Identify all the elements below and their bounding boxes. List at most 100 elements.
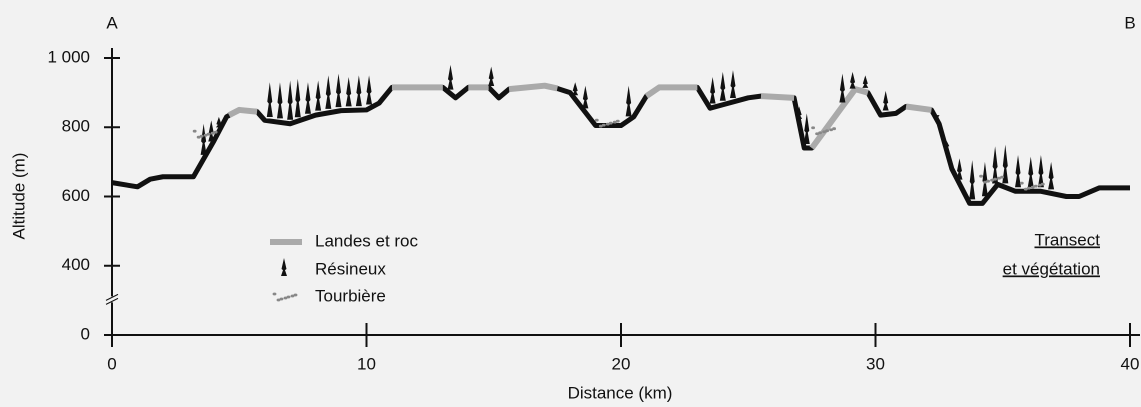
peat-dot	[1024, 187, 1028, 191]
peat-dot	[277, 298, 281, 302]
conifer	[582, 85, 589, 109]
legend-label: Landes et roc	[315, 231, 419, 250]
conifer	[488, 66, 495, 87]
x-tick-label: 40	[1121, 354, 1140, 373]
axis-break	[105, 297, 119, 305]
conifer	[625, 85, 632, 117]
peat-dot	[200, 134, 204, 138]
peat-dot	[197, 135, 201, 139]
peat-dot	[812, 126, 815, 130]
peat-dot	[204, 133, 208, 137]
peat-bog	[811, 126, 836, 136]
peat-dot	[1041, 182, 1045, 186]
conifer	[1002, 144, 1009, 184]
conifer	[933, 115, 940, 119]
conifer	[276, 82, 283, 119]
caption-line: Transect	[1034, 230, 1100, 249]
conifer	[719, 71, 726, 101]
conifer	[1037, 154, 1044, 188]
peat-dot	[616, 119, 620, 123]
y-tick-label: 400	[62, 255, 90, 274]
y-tick-label: 800	[62, 117, 90, 136]
conifer	[969, 160, 976, 200]
peat-dot	[1020, 181, 1024, 185]
conifer	[839, 73, 846, 103]
peat-dot	[830, 128, 833, 132]
peat-dot	[207, 132, 211, 136]
conifer	[882, 90, 889, 111]
peat-bog	[1019, 181, 1045, 191]
conifer	[803, 113, 810, 145]
peat-dot	[819, 131, 822, 135]
peat-dot	[613, 120, 617, 124]
conifer	[355, 75, 362, 107]
conifer	[1015, 154, 1022, 188]
conifer	[287, 80, 294, 120]
peat-dot	[294, 293, 298, 297]
peat-dot	[991, 178, 994, 182]
peat-dot	[193, 129, 197, 133]
conifer	[447, 64, 454, 90]
x-tick-label: 30	[866, 354, 885, 373]
conifer	[709, 77, 716, 104]
axis-break	[105, 293, 119, 301]
peat-dot	[211, 131, 215, 135]
peat-bog	[192, 129, 218, 139]
conifer	[315, 80, 322, 111]
peat-dot	[816, 132, 819, 136]
conifer	[1027, 156, 1034, 188]
legend-label: Tourbière	[315, 286, 386, 305]
cover-line	[227, 82, 932, 150]
conifer	[981, 161, 988, 197]
conifer	[266, 82, 273, 118]
point-a: A	[106, 13, 118, 32]
peat-dot	[1001, 175, 1004, 179]
conifer	[796, 106, 803, 119]
conifer	[215, 116, 222, 128]
legend-swatch	[272, 292, 298, 302]
peat-dot	[595, 118, 599, 122]
peat-dot	[214, 130, 218, 134]
legend-label: Résineux	[315, 259, 386, 278]
conifer	[956, 158, 963, 180]
y-axis-label: Altitude (m)	[9, 153, 28, 240]
peat-dot	[826, 129, 829, 133]
x-tick-label: 10	[357, 354, 376, 373]
peat-dot	[609, 121, 613, 125]
peat-dot	[602, 123, 606, 127]
conifer	[943, 141, 950, 147]
conifer	[335, 73, 342, 108]
point-b: B	[1124, 13, 1135, 32]
profile-line	[111, 83, 1130, 206]
conifer	[200, 123, 207, 155]
y-tick-label: 0	[81, 324, 90, 343]
x-tick-label: 20	[612, 354, 631, 373]
conifer	[862, 75, 869, 88]
peat-dot	[291, 294, 295, 298]
peat-dot	[287, 295, 291, 299]
peat-dot	[823, 130, 826, 134]
peat-bog	[594, 118, 620, 128]
conifer	[325, 75, 332, 109]
peat-dot	[833, 127, 836, 131]
peat-dot	[1038, 183, 1042, 187]
conifer	[849, 71, 856, 89]
peat-dot	[1031, 185, 1035, 189]
peat-dot	[984, 180, 987, 184]
x-tick-label: 0	[107, 354, 116, 373]
conifer	[1048, 161, 1055, 190]
peat-dot	[1027, 186, 1031, 190]
conifer	[304, 82, 311, 114]
conifer	[992, 146, 999, 184]
conifer	[366, 75, 373, 105]
conifer	[572, 82, 579, 96]
peat-dot	[273, 292, 277, 296]
y-tick-label: 1 000	[47, 47, 90, 66]
legend-swatch	[281, 258, 287, 276]
peat-dot	[980, 174, 983, 178]
peat-dot	[987, 179, 990, 183]
peat-bog	[979, 174, 1004, 184]
conifer	[208, 120, 215, 142]
